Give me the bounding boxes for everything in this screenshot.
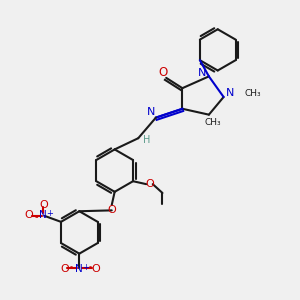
Text: O: O xyxy=(158,66,167,79)
Text: N: N xyxy=(198,68,207,78)
Text: O: O xyxy=(107,206,116,215)
Text: O: O xyxy=(91,264,100,274)
Text: N: N xyxy=(147,107,156,117)
Text: +: + xyxy=(82,263,89,272)
Text: O: O xyxy=(60,264,69,274)
Text: N: N xyxy=(76,264,83,274)
Text: +: + xyxy=(46,209,53,218)
Text: H: H xyxy=(143,135,150,145)
Text: N: N xyxy=(39,210,47,220)
Text: -: - xyxy=(34,212,38,222)
Text: -: - xyxy=(70,262,73,271)
Text: N: N xyxy=(226,88,234,98)
Text: CH₃: CH₃ xyxy=(205,118,222,127)
Text: -: - xyxy=(88,262,91,271)
Text: CH₃: CH₃ xyxy=(245,89,261,98)
Text: O: O xyxy=(24,210,33,220)
Text: O: O xyxy=(146,179,154,189)
Text: O: O xyxy=(39,200,48,210)
